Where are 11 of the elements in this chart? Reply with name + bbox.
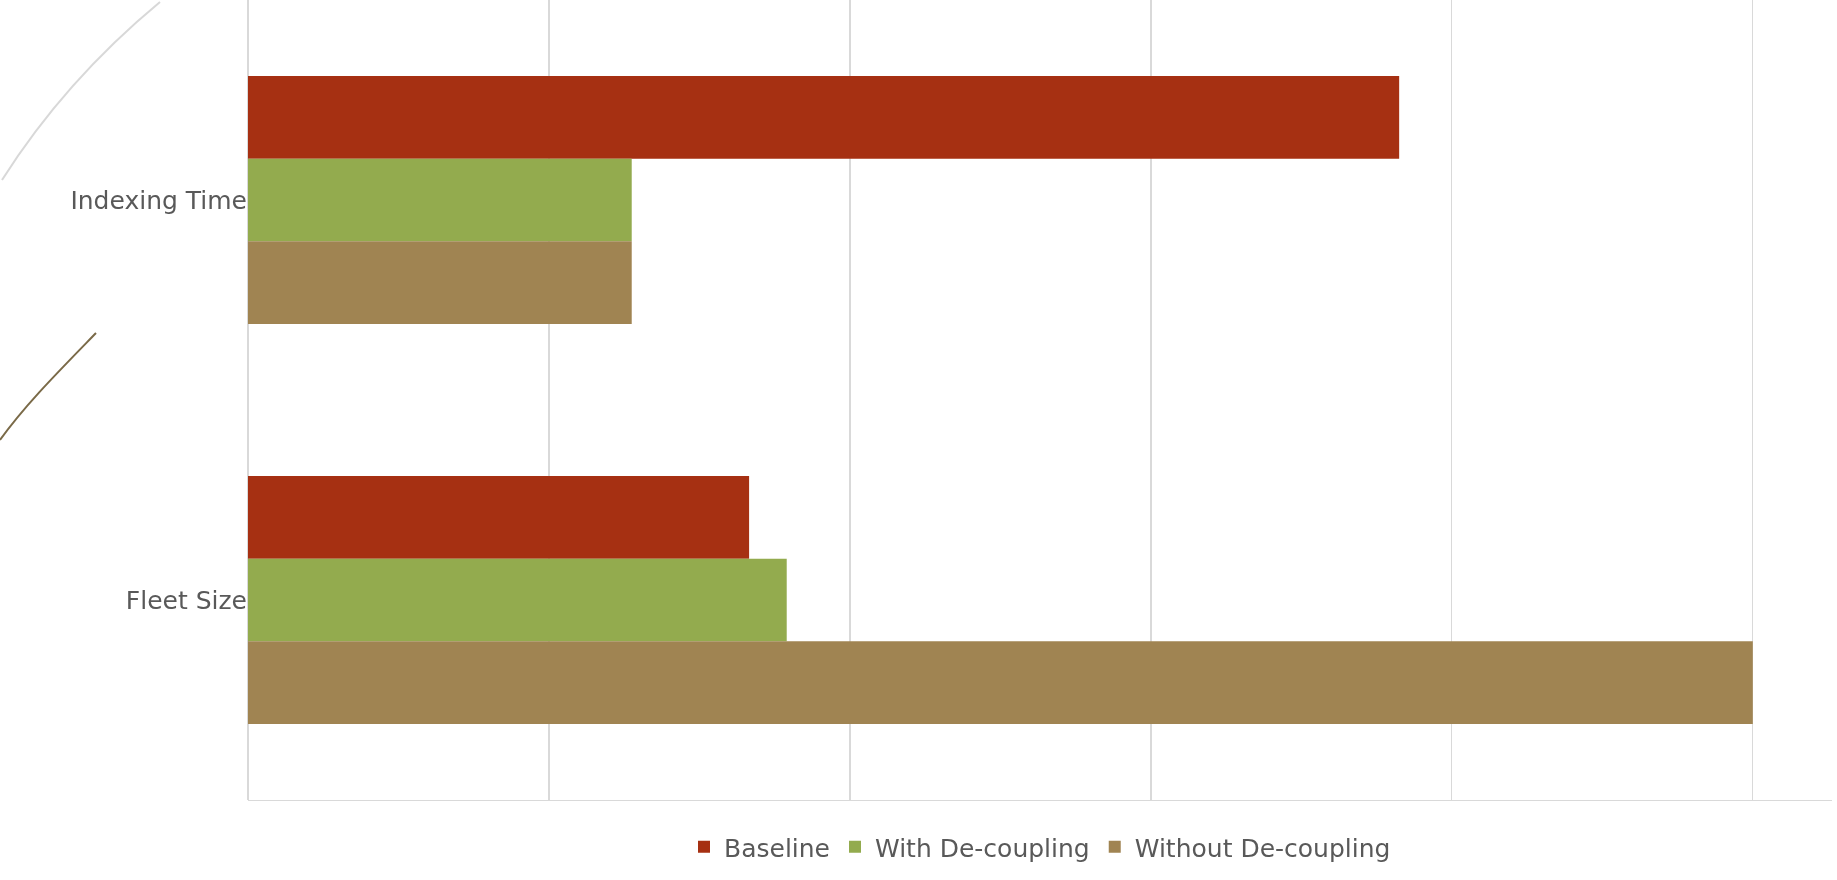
y-tick-label: Fleet Size xyxy=(125,585,247,615)
bar xyxy=(248,476,750,559)
bar xyxy=(248,241,632,324)
bar xyxy=(248,558,787,642)
bar xyxy=(248,158,632,242)
y-tick-label: Indexing Time xyxy=(70,185,247,215)
legend-label: With De-coupling xyxy=(875,833,1090,863)
bar xyxy=(248,76,1400,159)
bar xyxy=(248,641,1753,724)
legend-label: Without De-coupling xyxy=(1134,833,1391,863)
legend-label: Baseline xyxy=(724,833,830,863)
